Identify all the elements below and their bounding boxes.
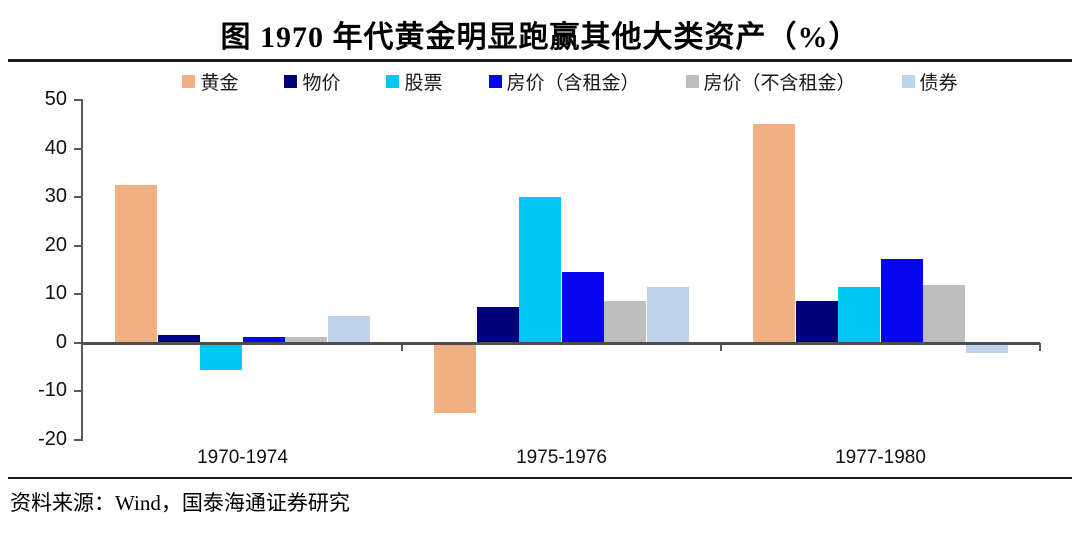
bar-黄金-1975-1976: [434, 342, 476, 414]
legend-item: 物价: [284, 68, 340, 95]
legend-item: 股票: [386, 68, 443, 95]
legend-label: 房价（含租金）: [506, 73, 640, 94]
title-divider: [8, 59, 1072, 62]
y-axis-tick: [74, 293, 83, 296]
y-axis-label: 10: [44, 282, 67, 305]
y-axis-label: 30: [44, 185, 67, 208]
legend-label: 房价（不含租金）: [703, 73, 856, 94]
bar-债券-1970-1974: [327, 316, 370, 343]
bar-债券-1975-1976: [646, 287, 689, 343]
y-axis-tick: [74, 341, 83, 344]
y-axis-label: 20: [44, 233, 67, 256]
y-axis-tick: [74, 99, 83, 101]
legend-item: 房价（不含租金）: [685, 68, 856, 95]
bar-物价-1975-1976: [476, 307, 519, 343]
footer-divider: [8, 477, 1072, 479]
y-axis-tick: [74, 196, 83, 199]
legend-swatch-icon: [182, 75, 196, 88]
source-note: 资料来源：Wind，国泰海通证券研究: [10, 491, 350, 515]
x-axis-label: 1970-1974: [197, 447, 288, 468]
legend-label: 物价: [302, 73, 341, 94]
legend-swatch-icon: [901, 75, 915, 88]
y-axis-tick: [74, 147, 83, 150]
y-axis-label: 50: [44, 88, 67, 110]
bar-房价（不含租金）-1975-1976: [604, 300, 646, 343]
x-axis-tick: [401, 342, 403, 351]
bar-物价-1970-1974: [157, 334, 200, 343]
bar-物价-1977-1980: [795, 301, 838, 343]
y-axis-label: -20: [38, 428, 67, 450]
bar-股票-1970-1974: [200, 342, 242, 370]
bar-房价（含租金）-1970-1974: [242, 337, 285, 343]
bar-债券-1977-1980: [965, 342, 1008, 353]
x-axis-tick: [1039, 342, 1041, 351]
y-axis-tick: [74, 244, 83, 247]
legend-item: 债券: [901, 68, 958, 95]
bar-股票-1977-1980: [838, 287, 880, 343]
legend-label: 债券: [919, 73, 958, 94]
chart-title: 图 1970 年代黄金明显跑赢其他大类资产（%）: [220, 21, 860, 54]
x-axis-baseline: [81, 341, 1040, 345]
x-axis-label: 1977-1980: [835, 447, 926, 468]
y-axis-tick: [74, 439, 83, 441]
bar-房价（含租金）-1977-1980: [880, 259, 923, 343]
bar-房价（含租金）-1975-1976: [561, 272, 604, 343]
legend-swatch-icon: [386, 75, 400, 88]
legend-swatch-icon: [488, 75, 502, 88]
legend-swatch-icon: [685, 75, 699, 88]
bar-房价（不含租金）-1970-1974: [285, 337, 327, 343]
bar-黄金-1970-1974: [115, 185, 157, 343]
y-axis-line: [81, 100, 83, 440]
bar-黄金-1977-1980: [753, 124, 795, 343]
legend-item: 黄金: [182, 68, 238, 95]
legend-item: 房价（含租金）: [488, 68, 640, 95]
x-axis-tick: [720, 342, 722, 351]
legend-label: 股票: [404, 73, 443, 94]
y-axis-tick: [74, 390, 83, 393]
bar-房价（不含租金）-1977-1980: [923, 284, 965, 343]
bar-股票-1975-1976: [519, 197, 561, 343]
legend-swatch-icon: [284, 75, 298, 88]
y-axis-label: 0: [55, 330, 67, 353]
chart-legend: 黄金 物价 股票 房价（含租金） 房价（不含租金） 债券: [0, 68, 1080, 95]
y-axis-label: -10: [38, 379, 67, 402]
x-axis-label: 1975-1976: [516, 447, 607, 468]
y-axis-label: 40: [44, 136, 67, 159]
legend-label: 黄金: [200, 73, 239, 94]
